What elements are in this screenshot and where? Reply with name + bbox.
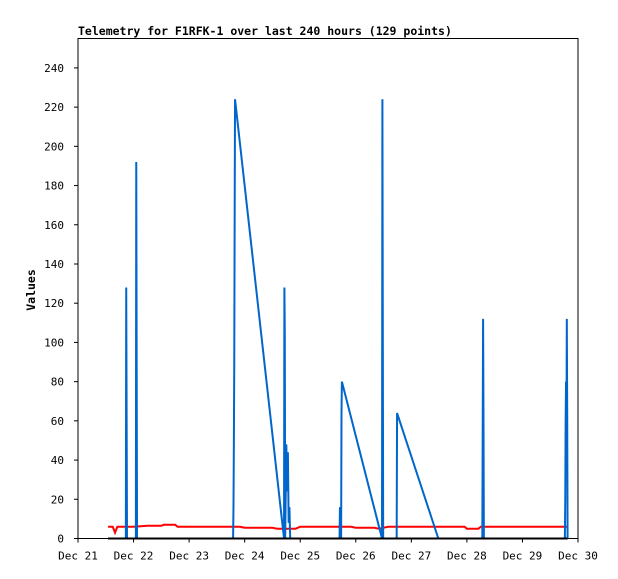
y-tick-label: 140 bbox=[44, 258, 64, 271]
y-tick-label: 120 bbox=[44, 297, 64, 310]
y-tick-label: 200 bbox=[44, 140, 64, 153]
x-tick-label: Dec 27 bbox=[391, 550, 431, 563]
x-tick-label: Dec 29 bbox=[503, 550, 543, 563]
x-tick-label: Dec 26 bbox=[336, 550, 376, 563]
y-axis-label: Values bbox=[24, 269, 38, 311]
y-tick-label: 20 bbox=[51, 493, 64, 506]
y-tick-label: 40 bbox=[51, 454, 64, 467]
x-tick-label: Dec 28 bbox=[447, 550, 487, 563]
x-axis: Dec 21 Dec 22 Dec 23 Dec 24 Dec 25 Dec 26 Dec … bbox=[58, 538, 598, 563]
y-tick-label: 100 bbox=[44, 336, 64, 349]
y-tick-label: 240 bbox=[44, 62, 64, 75]
y-tick-label: 180 bbox=[44, 180, 64, 193]
x-tick-label: Dec 24 bbox=[225, 550, 265, 563]
y-tick-label: 60 bbox=[51, 415, 64, 428]
x-tick-label: Dec 22 bbox=[114, 550, 154, 563]
x-tick-label: Dec 30 bbox=[558, 550, 598, 563]
series-layer bbox=[108, 99, 569, 540]
y-tick-label: 0 bbox=[57, 533, 64, 546]
y-tick-label: 80 bbox=[51, 376, 64, 389]
x-tick-label: Dec 25 bbox=[280, 550, 320, 563]
y-axis: 0 20 40 60 80 100 120 140 160 180 200 220 240 bbox=[44, 62, 78, 546]
x-tick-label: Dec 21 bbox=[58, 550, 98, 563]
y-tick-label: 160 bbox=[44, 219, 64, 232]
x-tick-label: Dec 23 bbox=[169, 550, 209, 563]
plot-area bbox=[77, 38, 579, 539]
chart-title: Telemetry for F1RFK-1 over last 240 hour… bbox=[78, 24, 452, 38]
y-tick-label: 220 bbox=[44, 101, 64, 114]
